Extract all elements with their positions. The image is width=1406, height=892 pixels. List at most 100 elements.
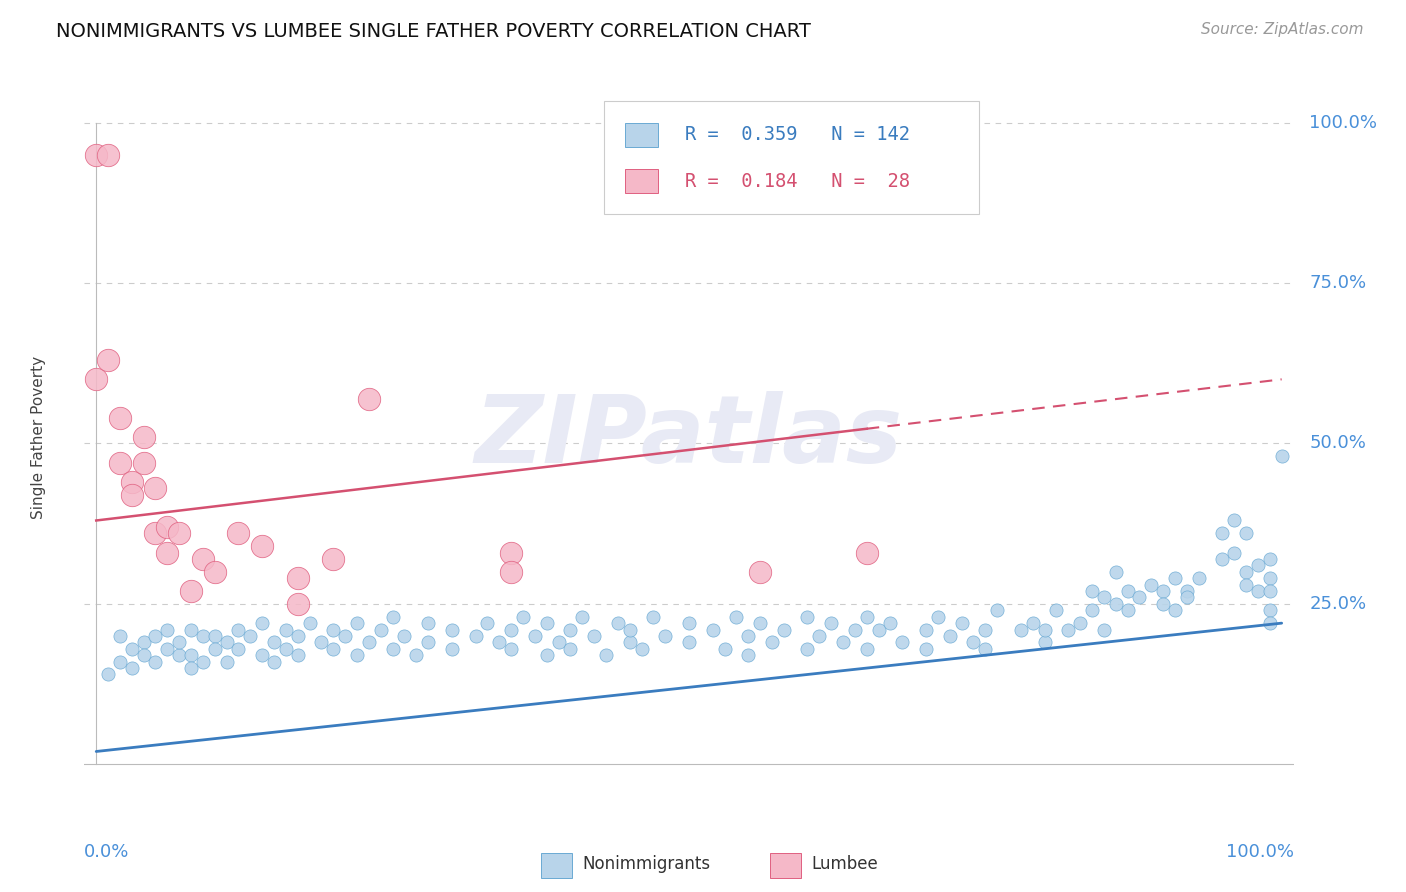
- Point: [1164, 603, 1187, 617]
- Point: [274, 641, 297, 656]
- Point: [832, 635, 855, 649]
- Point: [1175, 584, 1198, 599]
- Point: [1057, 623, 1080, 637]
- Point: [501, 623, 523, 637]
- Point: [868, 623, 890, 637]
- Point: [796, 641, 818, 656]
- Point: [1258, 552, 1281, 566]
- Point: [167, 526, 190, 541]
- Point: [108, 456, 131, 470]
- Point: [180, 648, 202, 663]
- Point: [713, 641, 735, 656]
- Point: [1211, 526, 1233, 541]
- Point: [606, 616, 628, 631]
- Point: [191, 655, 214, 669]
- Text: 100.0%: 100.0%: [1226, 843, 1294, 861]
- Point: [1128, 591, 1150, 605]
- Point: [1033, 635, 1056, 649]
- Point: [311, 635, 333, 649]
- Point: [322, 623, 344, 637]
- Point: [180, 661, 202, 675]
- Point: [121, 475, 143, 489]
- Point: [536, 648, 558, 663]
- Point: [1152, 597, 1174, 611]
- Point: [298, 616, 321, 631]
- Point: [394, 629, 416, 643]
- Point: [619, 623, 641, 637]
- Point: [820, 616, 842, 631]
- Point: [357, 392, 380, 406]
- Point: [1092, 623, 1115, 637]
- Point: [274, 623, 297, 637]
- Point: [1081, 603, 1104, 617]
- Point: [167, 635, 190, 649]
- Point: [418, 635, 440, 649]
- Point: [97, 353, 120, 368]
- Point: [121, 661, 143, 675]
- Point: [1116, 584, 1139, 599]
- Point: [228, 526, 250, 541]
- Point: [228, 641, 250, 656]
- Point: [643, 609, 665, 624]
- Point: [630, 641, 652, 656]
- Point: [145, 526, 167, 541]
- Point: [974, 641, 997, 656]
- Point: [263, 655, 285, 669]
- Point: [250, 648, 273, 663]
- Point: [1105, 565, 1128, 579]
- Point: [84, 372, 107, 386]
- Point: [108, 629, 131, 643]
- Point: [927, 609, 949, 624]
- Point: [523, 629, 546, 643]
- Point: [1152, 584, 1174, 599]
- Point: [879, 616, 901, 631]
- Text: 25.0%: 25.0%: [1309, 595, 1367, 613]
- Point: [145, 629, 167, 643]
- Point: [1175, 591, 1198, 605]
- Point: [1188, 571, 1211, 585]
- Point: [464, 629, 486, 643]
- Point: [156, 623, 179, 637]
- Point: [501, 565, 523, 579]
- Point: [808, 629, 831, 643]
- Point: [250, 616, 273, 631]
- Point: [891, 635, 914, 649]
- Point: [855, 545, 877, 559]
- Point: [512, 609, 534, 624]
- Point: [121, 641, 143, 656]
- Point: [772, 623, 794, 637]
- Point: [678, 635, 700, 649]
- Text: R =  0.359   N = 142: R = 0.359 N = 142: [685, 126, 910, 145]
- Point: [418, 616, 440, 631]
- Point: [619, 635, 641, 649]
- Point: [132, 456, 155, 470]
- Point: [180, 584, 202, 599]
- Point: [156, 545, 179, 559]
- Point: [204, 565, 226, 579]
- Point: [1092, 591, 1115, 605]
- Point: [84, 148, 107, 162]
- Point: [132, 648, 155, 663]
- Point: [97, 667, 120, 681]
- Point: [536, 616, 558, 631]
- Point: [381, 609, 404, 624]
- Point: [1164, 571, 1187, 585]
- Text: ZIPatlas: ZIPatlas: [475, 391, 903, 483]
- Point: [121, 488, 143, 502]
- Point: [287, 571, 309, 585]
- Point: [381, 641, 404, 656]
- Text: 75.0%: 75.0%: [1309, 274, 1367, 292]
- Point: [1258, 603, 1281, 617]
- Point: [204, 629, 226, 643]
- Point: [844, 623, 866, 637]
- Point: [974, 623, 997, 637]
- Point: [1258, 616, 1281, 631]
- Point: [855, 609, 877, 624]
- Text: NONIMMIGRANTS VS LUMBEE SINGLE FATHER POVERTY CORRELATION CHART: NONIMMIGRANTS VS LUMBEE SINGLE FATHER PO…: [56, 22, 811, 41]
- Point: [915, 641, 938, 656]
- Point: [725, 609, 748, 624]
- Point: [855, 641, 877, 656]
- Point: [1211, 552, 1233, 566]
- Point: [228, 623, 250, 637]
- Text: Nonimmigrants: Nonimmigrants: [582, 855, 710, 873]
